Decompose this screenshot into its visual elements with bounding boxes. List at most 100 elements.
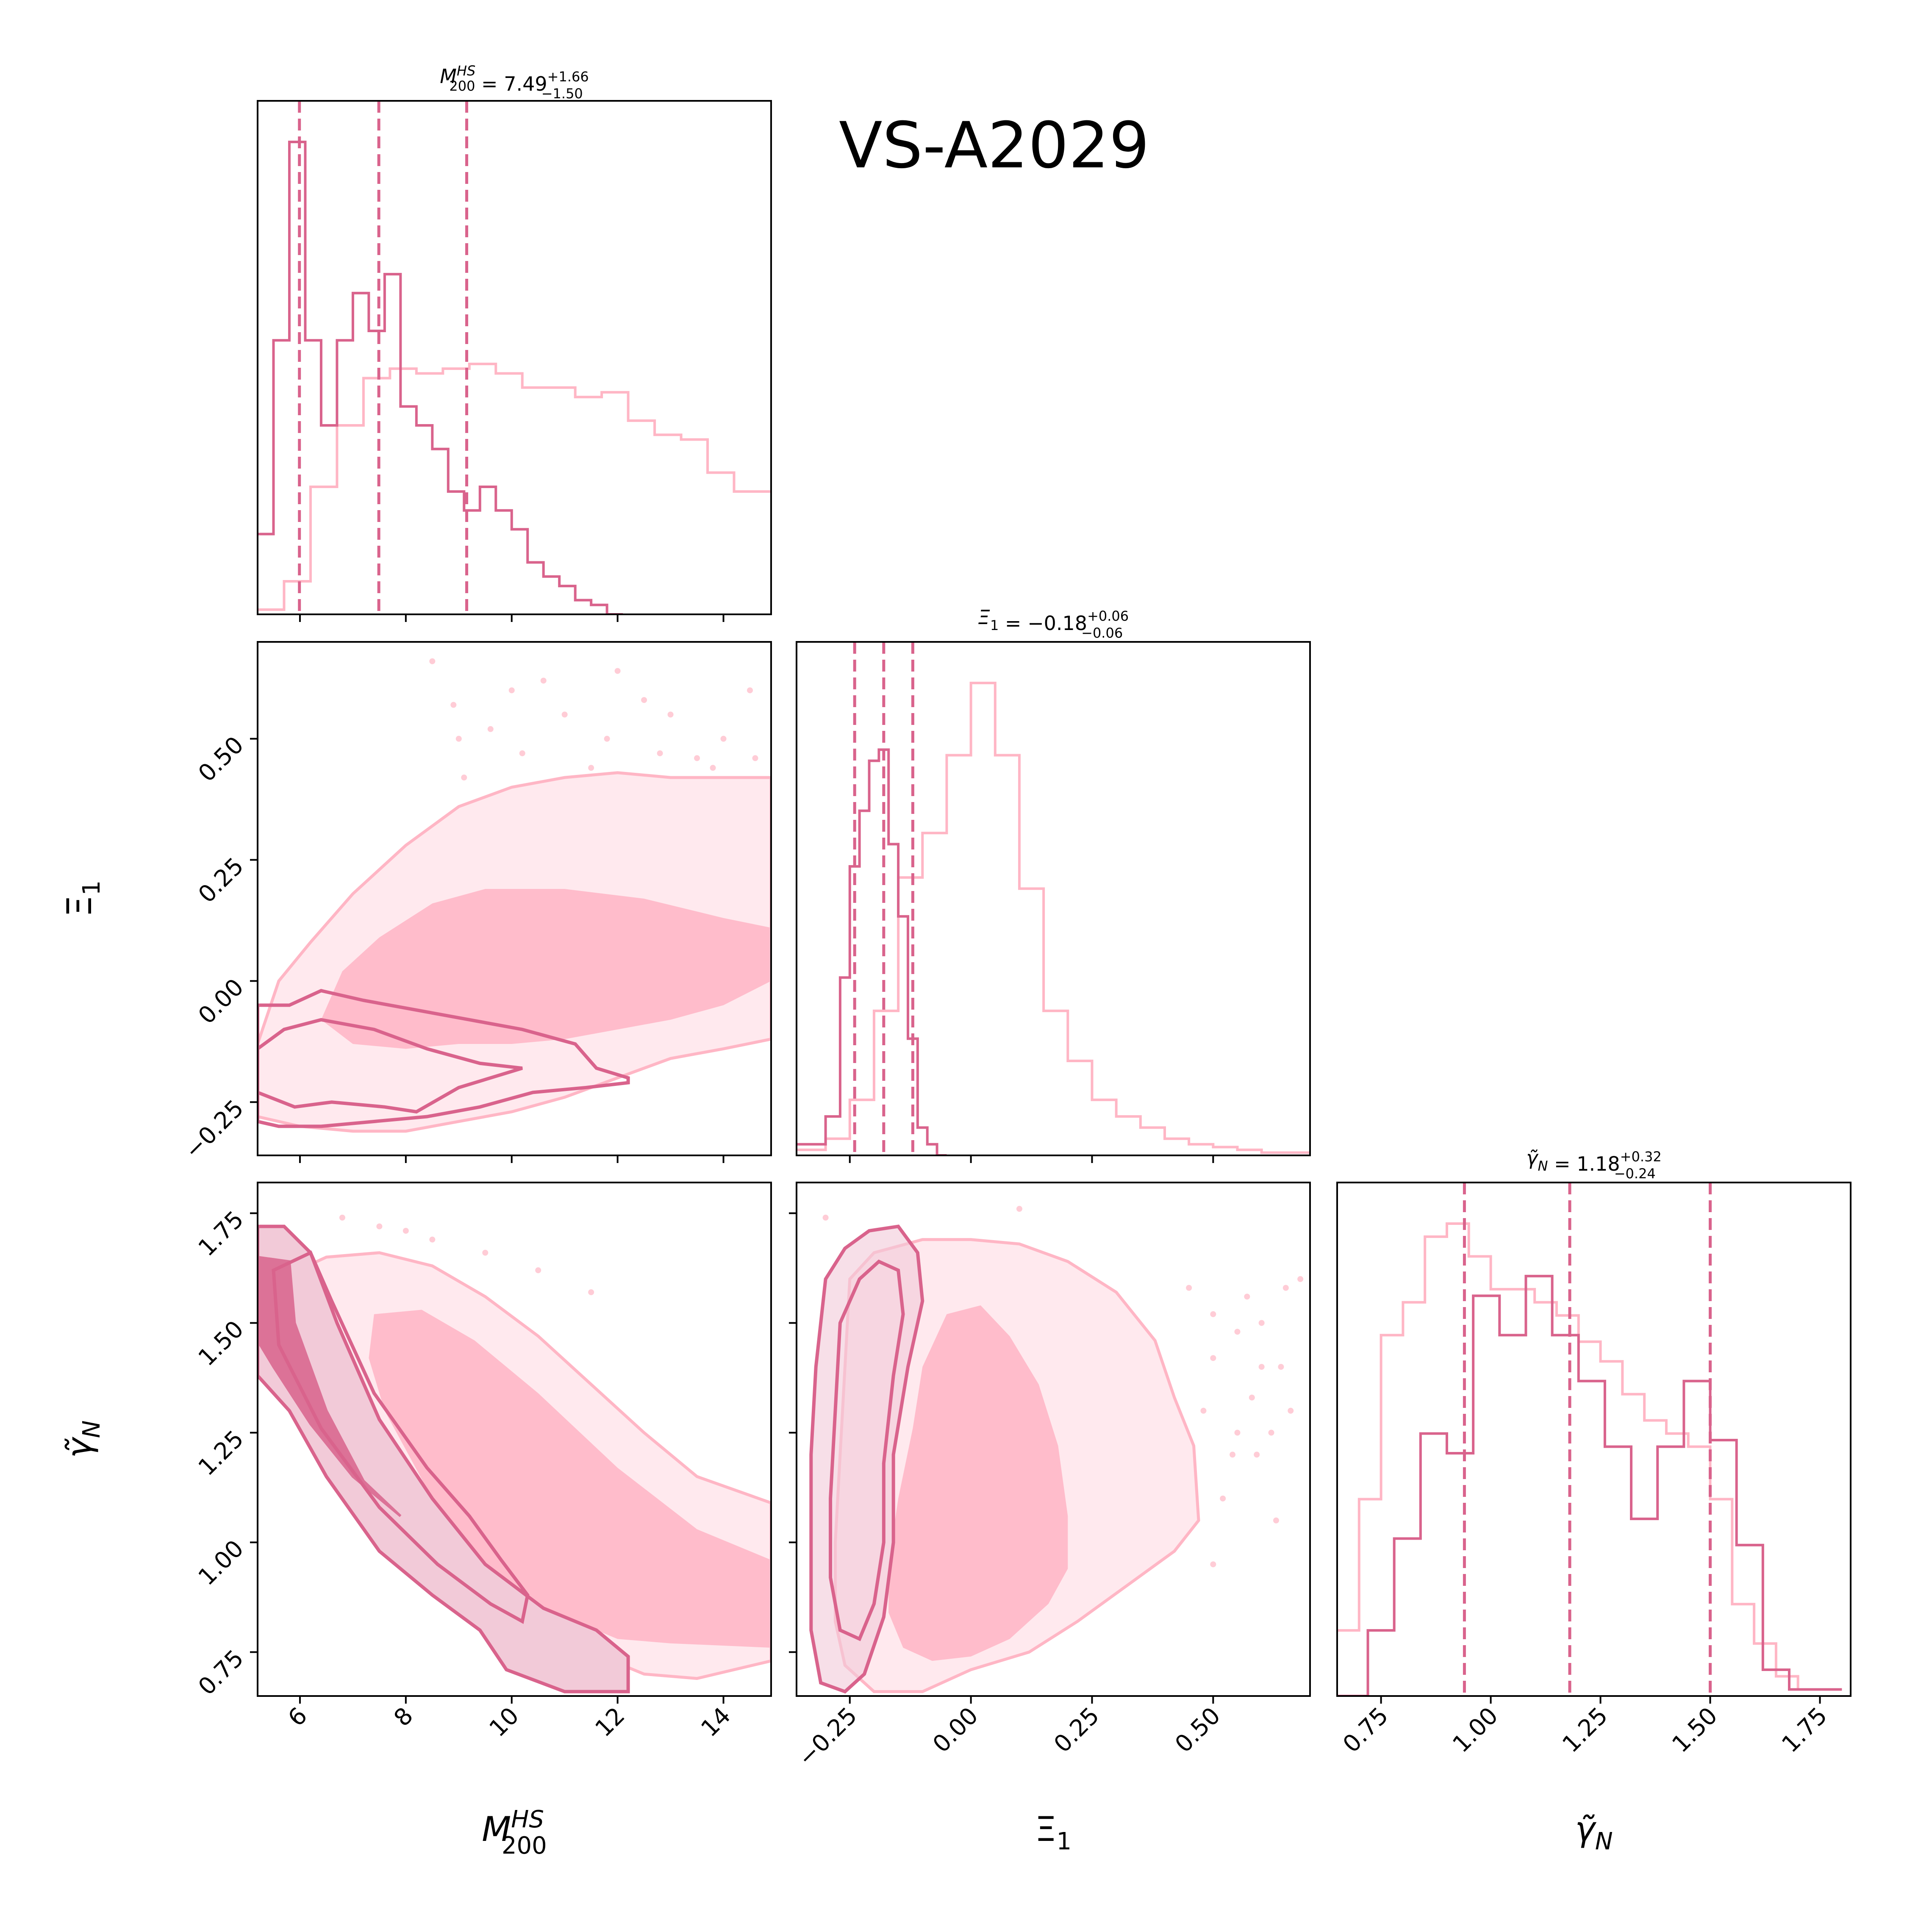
scatter-point (1210, 1355, 1216, 1361)
scatter-point (614, 668, 621, 674)
density-M_g (258, 1214, 771, 1693)
x-tick-label: 1.75 (1777, 1702, 1832, 1758)
x-tick-label: −0.25 (793, 1702, 862, 1771)
hist-light-M (258, 363, 771, 611)
hist-dark-g (1337, 1274, 1842, 1696)
x-axis-label-g: γ̃N (1575, 1810, 1613, 1855)
scatter-point (752, 755, 758, 761)
scatter-point (1273, 1517, 1279, 1524)
scatter-point (604, 736, 610, 742)
density-Xi_g (809, 1206, 1304, 1694)
scatter-point (588, 1289, 594, 1295)
scatter-point (657, 750, 663, 756)
x-tick-label: 10 (484, 1702, 524, 1742)
scatter-point (461, 774, 467, 781)
x-tick-label: 0.00 (927, 1702, 983, 1758)
histogram-M (258, 101, 771, 614)
x-tick-label: 0.25 (1049, 1702, 1105, 1758)
x-tick-label: 1.25 (1557, 1702, 1613, 1758)
y-tick-label: 0.25 (193, 852, 249, 908)
scatter-point (1278, 1364, 1284, 1370)
panel-title-Xi: Ξ1 = −0.18+0.06 −0.06 (978, 606, 1129, 641)
hist-light-Xi (797, 681, 1310, 1154)
dark-contour-core (258, 1256, 402, 1517)
scatter-point (450, 702, 457, 708)
scatter-point (540, 677, 547, 684)
panel-frame (257, 1182, 772, 1697)
y-tick-label: 0.75 (193, 1644, 249, 1700)
y-tick-label: 0.50 (193, 731, 249, 787)
scatter-point (720, 736, 727, 742)
x-tick-label: 0.50 (1170, 1702, 1226, 1758)
dark-contour-inner (258, 1018, 523, 1114)
panel-frame (1336, 1182, 1852, 1697)
x-axis-label-M: MHS 200 (482, 1806, 547, 1860)
light-contour-inner (321, 889, 771, 1049)
scatter-point (641, 697, 647, 703)
panel-title-M: MHS 200 = 7.49+1.66 −1.50 (440, 63, 588, 102)
scatter-point (1220, 1495, 1226, 1502)
panel-frame (257, 641, 772, 1156)
scatter-point (1297, 1276, 1304, 1282)
scatter-point (561, 711, 568, 718)
x-tick-label: 8 (389, 1702, 418, 1732)
scatter-point (1258, 1320, 1265, 1326)
light-contour-inner (888, 1305, 1068, 1661)
scatter-point (1234, 1329, 1241, 1335)
x-tick-label: 14 (696, 1702, 736, 1742)
histogram-g (1337, 1183, 1842, 1696)
y-tick-label: 1.25 (193, 1425, 249, 1481)
scatter-point (339, 1214, 345, 1221)
chart-title: VS-A2029 (839, 109, 1149, 183)
y-axis-label-Xi: Ξ1 (60, 880, 105, 917)
y-tick-label: 1.00 (193, 1535, 249, 1591)
scatter-point (482, 1249, 489, 1256)
scatter-point (429, 1236, 436, 1243)
x-tick-label: 1.00 (1447, 1702, 1503, 1758)
y-axis-label-g: γ̃N (60, 1420, 105, 1458)
scatter-point (402, 1227, 409, 1234)
scatter-point (588, 765, 594, 771)
scatter-point (429, 658, 436, 664)
scatter-point (1234, 1430, 1241, 1436)
scatter-point (1282, 1285, 1289, 1291)
scatter-point (747, 687, 753, 694)
x-tick-label: 0.75 (1338, 1702, 1393, 1758)
scatter-point (1258, 1364, 1265, 1370)
scatter-point (455, 736, 462, 742)
x-axis-label-Xi: Ξ1 (1035, 1810, 1071, 1855)
light-contour-inner (369, 1310, 771, 1648)
histogram-Xi (797, 642, 1310, 1155)
scatter-point (710, 765, 716, 771)
scatter-point (1288, 1407, 1294, 1414)
hist-dark-M (258, 140, 623, 614)
hist-light-g (1337, 1222, 1842, 1691)
scatter-point (1186, 1285, 1192, 1291)
scatter-point (1210, 1311, 1216, 1317)
x-tick-label: 12 (590, 1702, 630, 1742)
density-M_Xi (258, 658, 771, 1133)
y-tick-label: 1.50 (193, 1315, 249, 1371)
x-tick-label: 6 (283, 1702, 312, 1732)
scatter-point (1268, 1430, 1274, 1436)
scatter-point (1230, 1452, 1236, 1458)
dark-contour-inner (272, 1250, 530, 1624)
scatter-point (1016, 1206, 1022, 1212)
scatter-point (1210, 1561, 1216, 1568)
y-tick-label: 0.00 (193, 973, 249, 1029)
x-tick-label: 1.50 (1667, 1702, 1723, 1758)
y-tick-label: 1.75 (193, 1205, 249, 1261)
scatter-point (376, 1223, 383, 1230)
dark-contour-outer (258, 1224, 630, 1693)
y-tick-label: −0.25 (179, 1094, 249, 1164)
scatter-point (667, 711, 674, 718)
dark-contour-outer (258, 989, 630, 1128)
plot-grid: MHS 200 = 7.49+1.66 −1.50 Ξ1 = −0.18+0.06 −0… (60, 63, 1852, 1860)
hist-dark-Xi (797, 748, 947, 1155)
panel-title-g: γ̃N = 1.18+0.32 −0.24 (1526, 1146, 1661, 1182)
dark-contour-inner (829, 1259, 905, 1641)
scatter-point (1249, 1394, 1255, 1401)
scatter-point (694, 755, 700, 761)
scatter-point (1254, 1452, 1260, 1458)
